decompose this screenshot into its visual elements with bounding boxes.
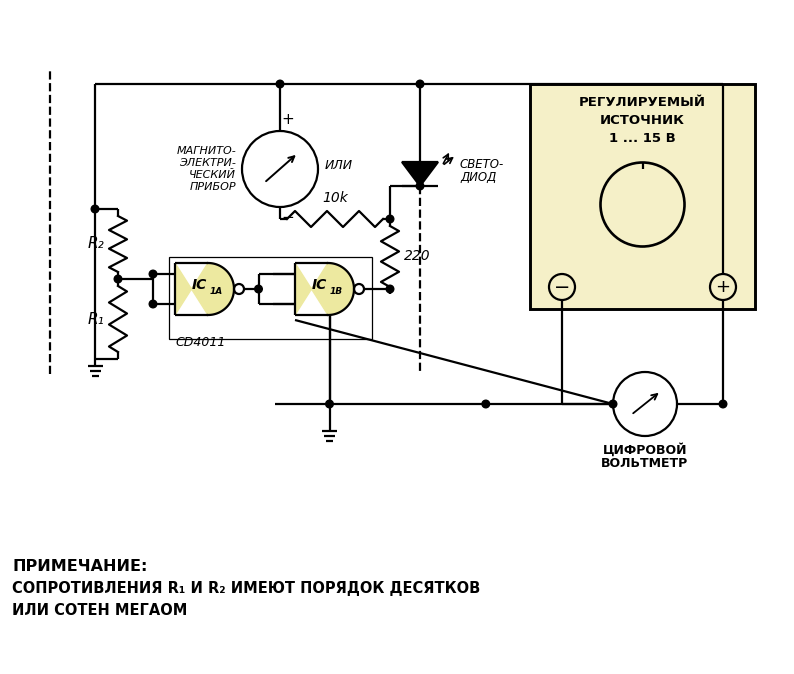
Text: CD4011: CD4011 — [175, 336, 225, 349]
Circle shape — [91, 205, 98, 213]
Text: МАГНИТО-: МАГНИТО- — [176, 146, 236, 156]
Circle shape — [149, 270, 156, 278]
Text: ПРИБОР: ПРИБОР — [190, 182, 236, 192]
Text: ЧЕСКИЙ: ЧЕСКИЙ — [189, 170, 236, 180]
Text: СОПРОТИВЛЕНИЯ R₁ И R₂ ИМЕЮТ ПОРЯДОК ДЕСЯТКОВ: СОПРОТИВЛЕНИЯ R₁ И R₂ ИМЕЮТ ПОРЯДОК ДЕСЯ… — [12, 581, 480, 596]
Text: R₁: R₁ — [87, 311, 104, 326]
Polygon shape — [175, 263, 234, 315]
Text: 1A: 1A — [210, 286, 223, 295]
Circle shape — [719, 400, 727, 408]
Text: −: − — [553, 278, 570, 297]
Text: ЭЛЕКТРИ-: ЭЛЕКТРИ- — [179, 158, 236, 168]
Polygon shape — [295, 263, 354, 315]
Circle shape — [609, 400, 617, 408]
Circle shape — [416, 182, 424, 190]
Circle shape — [386, 215, 394, 223]
Text: R₂: R₂ — [87, 237, 104, 251]
Text: 1 ... 15 В: 1 ... 15 В — [609, 131, 676, 144]
Text: СВЕТО-: СВЕТО- — [460, 158, 504, 171]
Text: +: + — [282, 112, 295, 127]
Circle shape — [276, 80, 283, 88]
Text: ВОЛЬТМЕТР: ВОЛЬТМЕТР — [601, 457, 688, 470]
Text: IC: IC — [311, 278, 326, 292]
Text: 220: 220 — [404, 249, 430, 264]
Text: ИЛИ СОТЕН МЕГАОМ: ИЛИ СОТЕН МЕГАОМ — [12, 603, 187, 618]
Text: ДИОД: ДИОД — [460, 171, 496, 183]
Circle shape — [326, 400, 333, 408]
Circle shape — [482, 400, 490, 408]
Text: IC: IC — [191, 278, 206, 292]
Text: +: + — [715, 278, 730, 296]
Circle shape — [416, 80, 424, 88]
Text: 10k: 10k — [322, 191, 348, 205]
Polygon shape — [402, 162, 438, 186]
Circle shape — [149, 300, 156, 308]
Text: ИЛИ: ИЛИ — [325, 158, 353, 171]
Circle shape — [114, 275, 121, 283]
Text: РЕГУЛИРУЕМЫЙ: РЕГУЛИРУЕМЫЙ — [579, 96, 706, 109]
Text: ИСТОЧНИК: ИСТОЧНИК — [600, 113, 685, 127]
Circle shape — [386, 285, 394, 293]
Text: ЦИФРОВОЙ: ЦИФРОВОЙ — [603, 443, 688, 457]
Bar — [169, 257, 372, 339]
Text: −: − — [282, 210, 295, 225]
Circle shape — [255, 285, 262, 293]
Text: ПРИМЕЧАНИЕ:: ПРИМЕЧАНИЕ: — [12, 559, 148, 574]
FancyBboxPatch shape — [530, 84, 755, 309]
Text: 1B: 1B — [330, 286, 343, 295]
